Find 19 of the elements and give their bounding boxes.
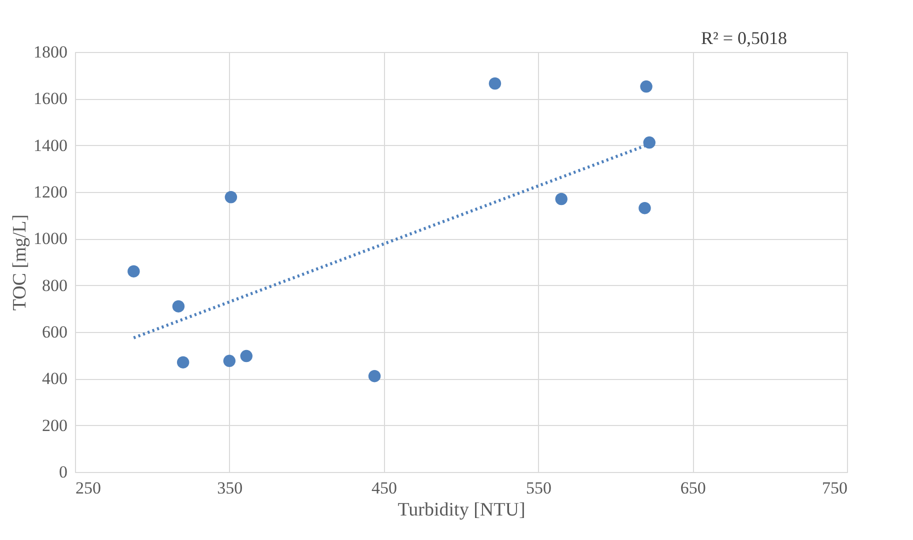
y-tick-label: 1800 <box>34 42 68 62</box>
x-tick-label: 750 <box>822 478 848 498</box>
y-tick-label: 1600 <box>34 89 68 108</box>
y-tick-label: 1200 <box>34 182 68 202</box>
y-tick-label: 600 <box>42 322 68 342</box>
x-tick-label: 450 <box>372 478 398 498</box>
x-tick-label: 650 <box>680 478 706 498</box>
x-axis-title: Turbidity [NTU] <box>398 500 526 520</box>
y-axis-title: TOC [mg/L] <box>10 214 30 311</box>
y-tick-label: 800 <box>42 276 68 295</box>
y-tick-label: 200 <box>42 416 68 435</box>
y-tick-label: 400 <box>42 369 68 388</box>
y-tick-label: 0 <box>59 462 68 482</box>
x-tick-label: 350 <box>217 478 243 498</box>
x-tick-label: 550 <box>526 478 552 498</box>
text: R² = 0,5018 <box>700 28 787 48</box>
x-tick-label: 250 <box>76 478 101 498</box>
y-tick-label: 1000 <box>34 229 68 248</box>
y-tick-label: 1400 <box>34 136 68 155</box>
